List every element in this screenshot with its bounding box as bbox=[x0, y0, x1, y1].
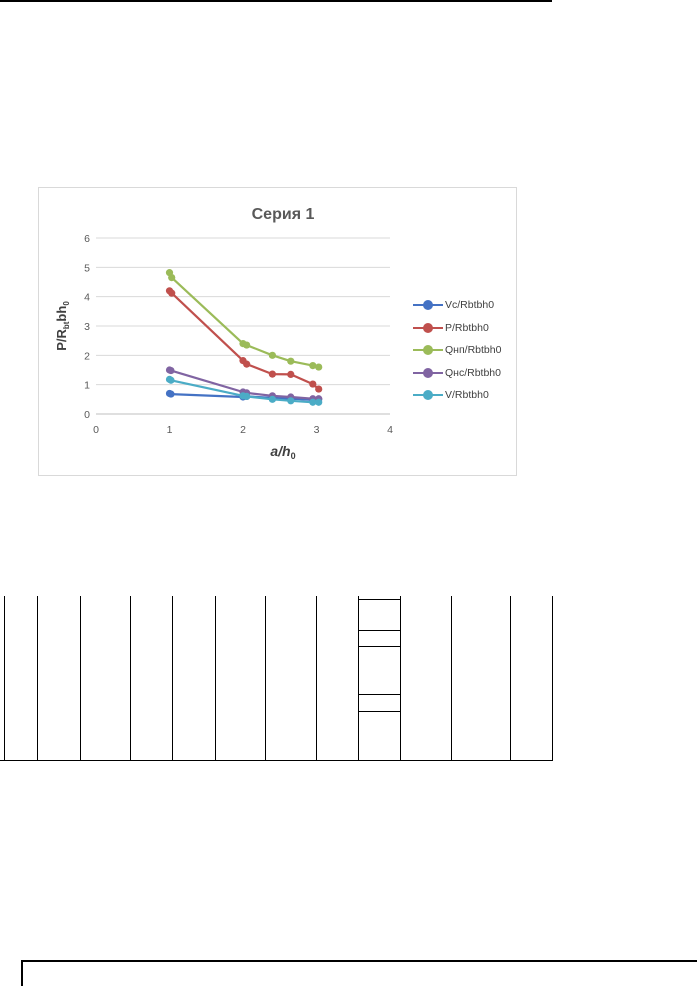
data-point bbox=[168, 274, 176, 282]
y-tick-label: 1 bbox=[84, 380, 90, 392]
data-point bbox=[315, 363, 323, 371]
legend-swatch bbox=[413, 322, 443, 333]
legend-item: Qнс/Rbtbh0 bbox=[413, 362, 513, 385]
data-point bbox=[309, 380, 317, 388]
y-tick-label: 4 bbox=[84, 292, 90, 304]
x-tick-label: 3 bbox=[314, 424, 320, 436]
data-point bbox=[287, 397, 295, 405]
series-line-3 bbox=[168, 272, 319, 369]
data-point bbox=[315, 385, 323, 393]
table-grid bbox=[0, 596, 553, 761]
legend-item: V/Rbtbh0 bbox=[413, 384, 513, 407]
footer-rule bbox=[21, 960, 697, 962]
data-point bbox=[268, 370, 276, 378]
legend-label: Qнс/Rbtbh0 bbox=[445, 366, 501, 379]
series-line-4 bbox=[169, 368, 319, 400]
series-line-2 bbox=[168, 290, 320, 390]
y-tick-label: 3 bbox=[84, 321, 90, 333]
chart-legend: Vc/Rbtbh0 P/Rbtbh0 Qнп/Rbtbh0 Qнс/Rbtbh0 V/R… bbox=[413, 294, 513, 407]
legend-item: Qнп/Rbtbh0 bbox=[413, 339, 513, 362]
data-point bbox=[309, 362, 317, 370]
y-tick-label: 6 bbox=[84, 233, 90, 245]
data-point bbox=[167, 376, 175, 384]
data-point bbox=[287, 357, 295, 365]
data-point bbox=[309, 398, 317, 406]
data-point bbox=[167, 366, 175, 375]
data-point bbox=[243, 360, 251, 368]
x-tick-label: 4 bbox=[387, 424, 393, 436]
x-tick-label: 1 bbox=[167, 424, 173, 436]
legend-label: Qнп/Rbtbh0 bbox=[445, 344, 502, 357]
data-point bbox=[243, 341, 251, 349]
data-point bbox=[315, 398, 323, 406]
legend-item: Vc/Rbtbh0 bbox=[413, 294, 513, 317]
legend-label: P/Rbtbh0 bbox=[445, 321, 489, 334]
legend-label: Vc/Rbtbh0 bbox=[445, 299, 495, 312]
data-point bbox=[268, 395, 276, 403]
series-line-5 bbox=[168, 378, 319, 404]
legend-swatch bbox=[413, 390, 443, 401]
legend-swatch bbox=[413, 345, 443, 356]
top-rule bbox=[0, 0, 552, 2]
data-point bbox=[167, 390, 175, 398]
data-point bbox=[168, 289, 176, 297]
data-point bbox=[243, 392, 251, 400]
line-chart: 0 1 2 3 4 5 6 0 1 2 3 4 Серия 1 a/h0 P/Rbtbh0 bbox=[54, 206, 393, 461]
chart-frame: 0 1 2 3 4 5 6 0 1 2 3 4 Серия 1 a/h0 P/Rbtbh0 Vc/Rb… bbox=[38, 187, 517, 476]
data-point bbox=[287, 370, 295, 378]
x-axis-title: a/h0 bbox=[270, 443, 295, 461]
x-tick-label: 2 bbox=[240, 424, 246, 436]
y-tick-label: 5 bbox=[84, 262, 90, 274]
y-tick-label: 2 bbox=[84, 350, 90, 362]
legend-swatch bbox=[413, 300, 443, 311]
y-axis-title: P/Rbtbh0 bbox=[54, 301, 71, 351]
footer-rule-vertical bbox=[21, 960, 23, 986]
y-tick-label: 0 bbox=[84, 409, 90, 421]
chart-title: Серия 1 bbox=[252, 206, 315, 223]
legend-swatch bbox=[413, 367, 443, 378]
legend-item: P/Rbtbh0 bbox=[413, 317, 513, 340]
legend-label: V/Rbtbh0 bbox=[445, 389, 489, 402]
data-point bbox=[268, 351, 276, 359]
x-tick-label: 0 bbox=[93, 424, 99, 436]
